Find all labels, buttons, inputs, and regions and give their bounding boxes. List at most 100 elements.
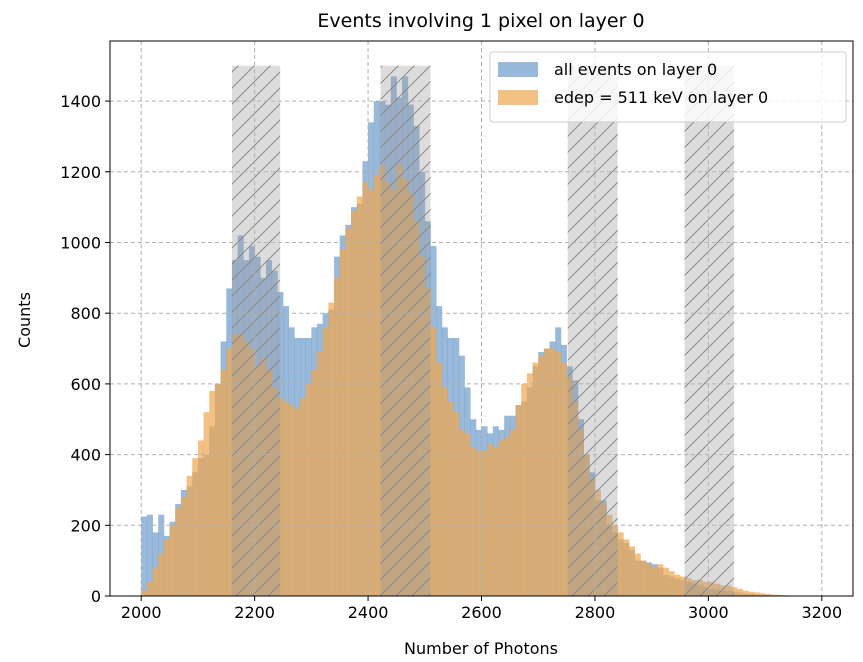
histogram-bar-s2-3 — [158, 553, 165, 596]
histogram-bar-s2-2 — [152, 567, 159, 596]
y-axis-label: Counts — [15, 292, 34, 348]
chart-title: Events involving 1 pixel on layer 0 — [317, 10, 644, 32]
histogram-bar-s2-93 — [668, 571, 675, 596]
legend: all events on layer 0 edep = 511 keV on l… — [489, 51, 847, 123]
histogram-bar-s2-74 — [560, 362, 567, 596]
histogram-bar-s2-89 — [645, 564, 653, 596]
histogram-bar-s2-39 — [362, 182, 369, 596]
histogram-bar-s1-0 — [141, 516, 148, 596]
shaded-region-hatch-2 — [380, 65, 431, 596]
histogram-bar-s2-108 — [753, 592, 760, 596]
histogram-bar-s2-60 — [481, 451, 488, 596]
x-axis-label: Number of Photons — [404, 639, 558, 658]
x-tick-label: 2800 — [575, 603, 616, 622]
histogram-bar-s2-69 — [532, 362, 539, 596]
histogram-bar-s2-88 — [640, 560, 647, 596]
histogram-bar-s2-90 — [651, 567, 658, 596]
legend-label-2: edep = 511 keV on layer 0 — [554, 88, 768, 107]
histogram-bar-s1-2 — [152, 532, 159, 596]
histogram-bar-s2-87 — [634, 553, 641, 596]
y-tick-label: 1000 — [60, 233, 101, 252]
histogram-bar-s2-7 — [180, 497, 187, 596]
histogram-bar-s2-62 — [492, 447, 499, 596]
histogram-bar-s2-0 — [141, 590, 148, 596]
histogram-bar-s2-54 — [447, 401, 454, 596]
histogram-bar-s2-8 — [186, 475, 193, 596]
legend-box — [489, 51, 847, 123]
y-tick-label: 1200 — [60, 163, 101, 182]
histogram-bar-s2-32 — [322, 327, 329, 596]
shaded-region-hatch-4 — [684, 65, 734, 596]
histogram-bar-s2-95 — [680, 576, 687, 596]
histogram-bar-s2-27 — [294, 408, 301, 596]
histogram-bar-s2-6 — [175, 507, 182, 596]
histogram-bar-s2-91 — [657, 564, 664, 596]
histogram-bar-s2-28 — [300, 398, 307, 596]
histogram-bar-s2-25 — [282, 401, 290, 596]
histogram-bar-s2-12 — [209, 390, 216, 596]
histogram-bar-s2-67 — [521, 383, 528, 596]
histogram-bar-s2-111 — [770, 594, 777, 596]
histogram-bar-s2-9 — [192, 458, 199, 596]
histogram-bar-s2-11 — [203, 412, 210, 596]
histogram-bar-s2-84 — [617, 532, 624, 596]
histogram-bar-s2-58 — [470, 447, 477, 596]
x-tick-label: 2400 — [348, 603, 389, 622]
histogram-bar-s2-57 — [464, 433, 471, 596]
histogram-bar-s2-40 — [368, 189, 375, 596]
histogram-bar-s2-35 — [339, 249, 346, 596]
histogram-bar-s2-13 — [214, 383, 221, 596]
histogram-bar-s2-52 — [436, 362, 443, 596]
histogram-bar-s2-34 — [334, 277, 341, 596]
histogram-bar-s2-85 — [623, 539, 630, 596]
histogram-bar-s2-36 — [345, 228, 352, 597]
x-tick-label: 2000 — [121, 603, 162, 622]
histogram-bar-s2-110 — [765, 593, 772, 596]
histogram-bar-s2-64 — [504, 436, 511, 596]
histogram-bar-s2-94 — [674, 574, 681, 596]
histogram-bar-s2-65 — [509, 429, 516, 596]
histogram-bar-s2-38 — [356, 196, 363, 597]
histogram-bar-s1-1 — [146, 514, 153, 596]
legend-swatch-2 — [498, 90, 538, 105]
histogram-bar-s2-37 — [351, 210, 358, 596]
x-tick-label: 2200 — [234, 603, 275, 622]
histogram-bar-s2-63 — [498, 440, 505, 596]
shaded-region-hatch-3 — [567, 65, 618, 596]
histogram-bar-s2-29 — [305, 383, 312, 596]
histogram-bar-s2-41 — [373, 175, 380, 596]
x-tick-label: 2600 — [461, 603, 502, 622]
x-tick-label: 3200 — [801, 603, 842, 622]
histogram-bar-s2-56 — [458, 429, 465, 596]
shaded-region-hatch-1 — [231, 65, 281, 596]
y-tick-label: 200 — [70, 516, 101, 535]
histogram-bar-s2-109 — [759, 593, 766, 596]
histogram-bar-s2-70 — [538, 355, 545, 596]
histogram-bar-s2-61 — [487, 443, 494, 596]
histogram-bar-s2-68 — [526, 373, 533, 596]
histogram-bar-s2-10 — [197, 440, 204, 596]
histogram-bar-s2-26 — [288, 405, 295, 596]
histogram-bar-s2-15 — [226, 348, 233, 596]
histogram-bar-s2-112 — [776, 594, 783, 596]
histogram-bar-s2-106 — [742, 590, 749, 596]
histogram-bar-s2-59 — [475, 451, 482, 596]
histogram-bar-s2-14 — [220, 369, 227, 596]
histogram-bar-s2-24 — [277, 398, 284, 596]
histogram-bar-s2-66 — [515, 405, 522, 596]
histogram-bar-s2-107 — [748, 591, 755, 596]
histogram-bar-s2-31 — [317, 352, 324, 596]
plot-area: 2000 2200 2400 2600 2800 3000 3200 0 200 400 600 80… — [60, 40, 854, 622]
histogram-bar-s2-51 — [430, 327, 437, 596]
histogram-bar-s2-72 — [549, 348, 556, 596]
histogram-bar-s2-73 — [555, 352, 562, 596]
x-tick-label: 3000 — [688, 603, 729, 622]
legend-label-1: all events on layer 0 — [554, 60, 717, 79]
histogram-bar-s2-5 — [169, 525, 176, 596]
histogram-bar-s2-71 — [543, 348, 550, 596]
legend-swatch-1 — [498, 62, 538, 77]
histogram-bar-s2-86 — [628, 546, 636, 596]
histogram-bar-s2-55 — [453, 412, 460, 596]
y-tick-label: 0 — [91, 587, 101, 606]
